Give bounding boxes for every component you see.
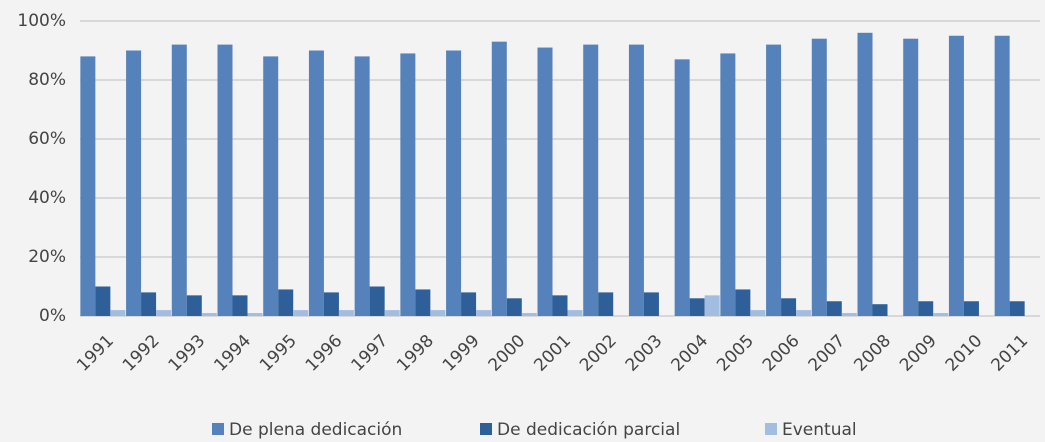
bar (415, 289, 431, 316)
bar (400, 53, 416, 316)
bar (156, 310, 172, 316)
bar (110, 310, 126, 316)
bar (537, 47, 553, 317)
bar (598, 292, 614, 316)
legend-label: De dedicación parcial (497, 420, 680, 440)
bar (186, 295, 202, 316)
bar (567, 310, 583, 316)
bar (384, 310, 400, 316)
bar (735, 289, 751, 316)
bar (141, 292, 157, 316)
legend-label: Eventual (782, 420, 857, 440)
bar (583, 44, 599, 316)
bar (1009, 301, 1025, 316)
bar (628, 44, 644, 316)
bar (674, 59, 690, 316)
bar (704, 295, 720, 316)
bar (95, 286, 111, 316)
legend-swatch (212, 423, 224, 435)
bar (841, 313, 857, 316)
bar (933, 313, 949, 316)
bar (338, 310, 354, 316)
bar (872, 304, 888, 316)
bar (430, 310, 446, 316)
bar (552, 295, 568, 316)
y-tick-label: 60% (28, 129, 66, 149)
bar (217, 44, 233, 316)
bar (80, 56, 96, 317)
bar (126, 50, 142, 316)
bar (323, 292, 339, 316)
bar (263, 56, 279, 317)
bar (232, 295, 248, 316)
bar (247, 313, 263, 316)
bar (506, 298, 522, 316)
bar (521, 313, 537, 316)
bar (476, 310, 492, 316)
y-tick-label: 0% (39, 306, 66, 326)
bar (171, 44, 187, 316)
bar (766, 44, 782, 316)
bar (308, 50, 324, 316)
bar (826, 301, 842, 316)
y-tick-label: 80% (28, 70, 66, 90)
bar (201, 313, 217, 316)
bar (293, 310, 309, 316)
bar (643, 292, 659, 316)
bar (811, 38, 827, 316)
bar (750, 310, 766, 316)
bar (948, 35, 964, 316)
bar (689, 298, 705, 316)
bar (720, 53, 736, 316)
bar (461, 292, 477, 316)
legend-swatch (765, 423, 777, 435)
bar (963, 301, 979, 316)
bar (994, 35, 1010, 316)
y-tick-label: 40% (28, 188, 66, 208)
bar (369, 286, 385, 316)
bar (781, 298, 797, 316)
legend-label: De plena dedicación (229, 420, 402, 440)
y-tick-label: 20% (28, 247, 66, 267)
bar (491, 41, 507, 317)
y-tick-label: 100% (17, 11, 66, 31)
legend-swatch (480, 423, 492, 435)
bar (918, 301, 934, 316)
bar (354, 56, 370, 317)
bar (903, 38, 919, 316)
bar (446, 50, 462, 316)
bar (796, 310, 812, 316)
bar (278, 289, 294, 316)
bar (857, 32, 873, 317)
